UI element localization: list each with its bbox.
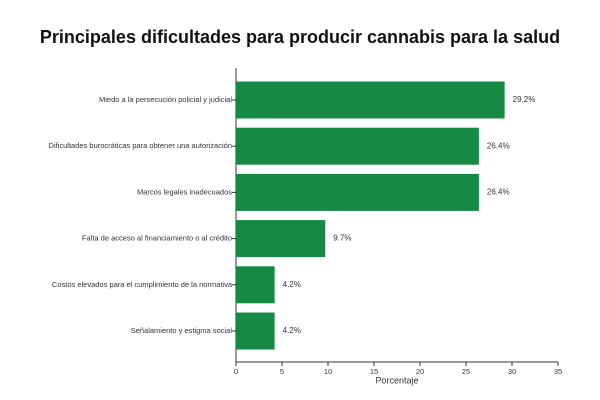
value-label: 29.2% [513,95,536,104]
x-tick-label: 15 [370,367,378,376]
value-label: 26.4% [487,188,510,197]
bar [236,81,505,119]
value-label: 26.4% [487,141,510,150]
value-label: 9.7% [333,234,351,243]
value-label: 4.2% [283,326,301,335]
bar [236,312,275,350]
y-tick-label: Señalamiento y estigma social [131,326,233,335]
x-tick-label: 25 [462,367,470,376]
y-tick-label: Costos elevados para el cumplimiento de … [52,280,233,289]
bar [236,266,275,304]
bar [236,173,479,211]
x-tick-label: 20 [416,367,424,376]
x-tick-label: 35 [554,367,562,376]
y-tick-label: Miedo a la persecución policial y judici… [99,95,232,104]
value-label: 4.2% [283,280,301,289]
chart-title: Principales dificultades para producir c… [40,27,560,47]
x-tick-label: 0 [234,367,238,376]
x-axis-label: Porcentaje [375,375,418,385]
bar [236,220,326,258]
x-tick-label: 5 [280,367,284,376]
y-tick-label: Dificultades burocráticas para obtener u… [49,141,232,150]
x-tick-label: 30 [508,367,516,376]
bar [236,127,479,165]
y-tick-label: Marcos legales inadecuados [137,187,232,196]
x-tick-label: 10 [324,367,332,376]
y-tick-label: Falta de acceso al financiamiento o al c… [82,234,232,243]
